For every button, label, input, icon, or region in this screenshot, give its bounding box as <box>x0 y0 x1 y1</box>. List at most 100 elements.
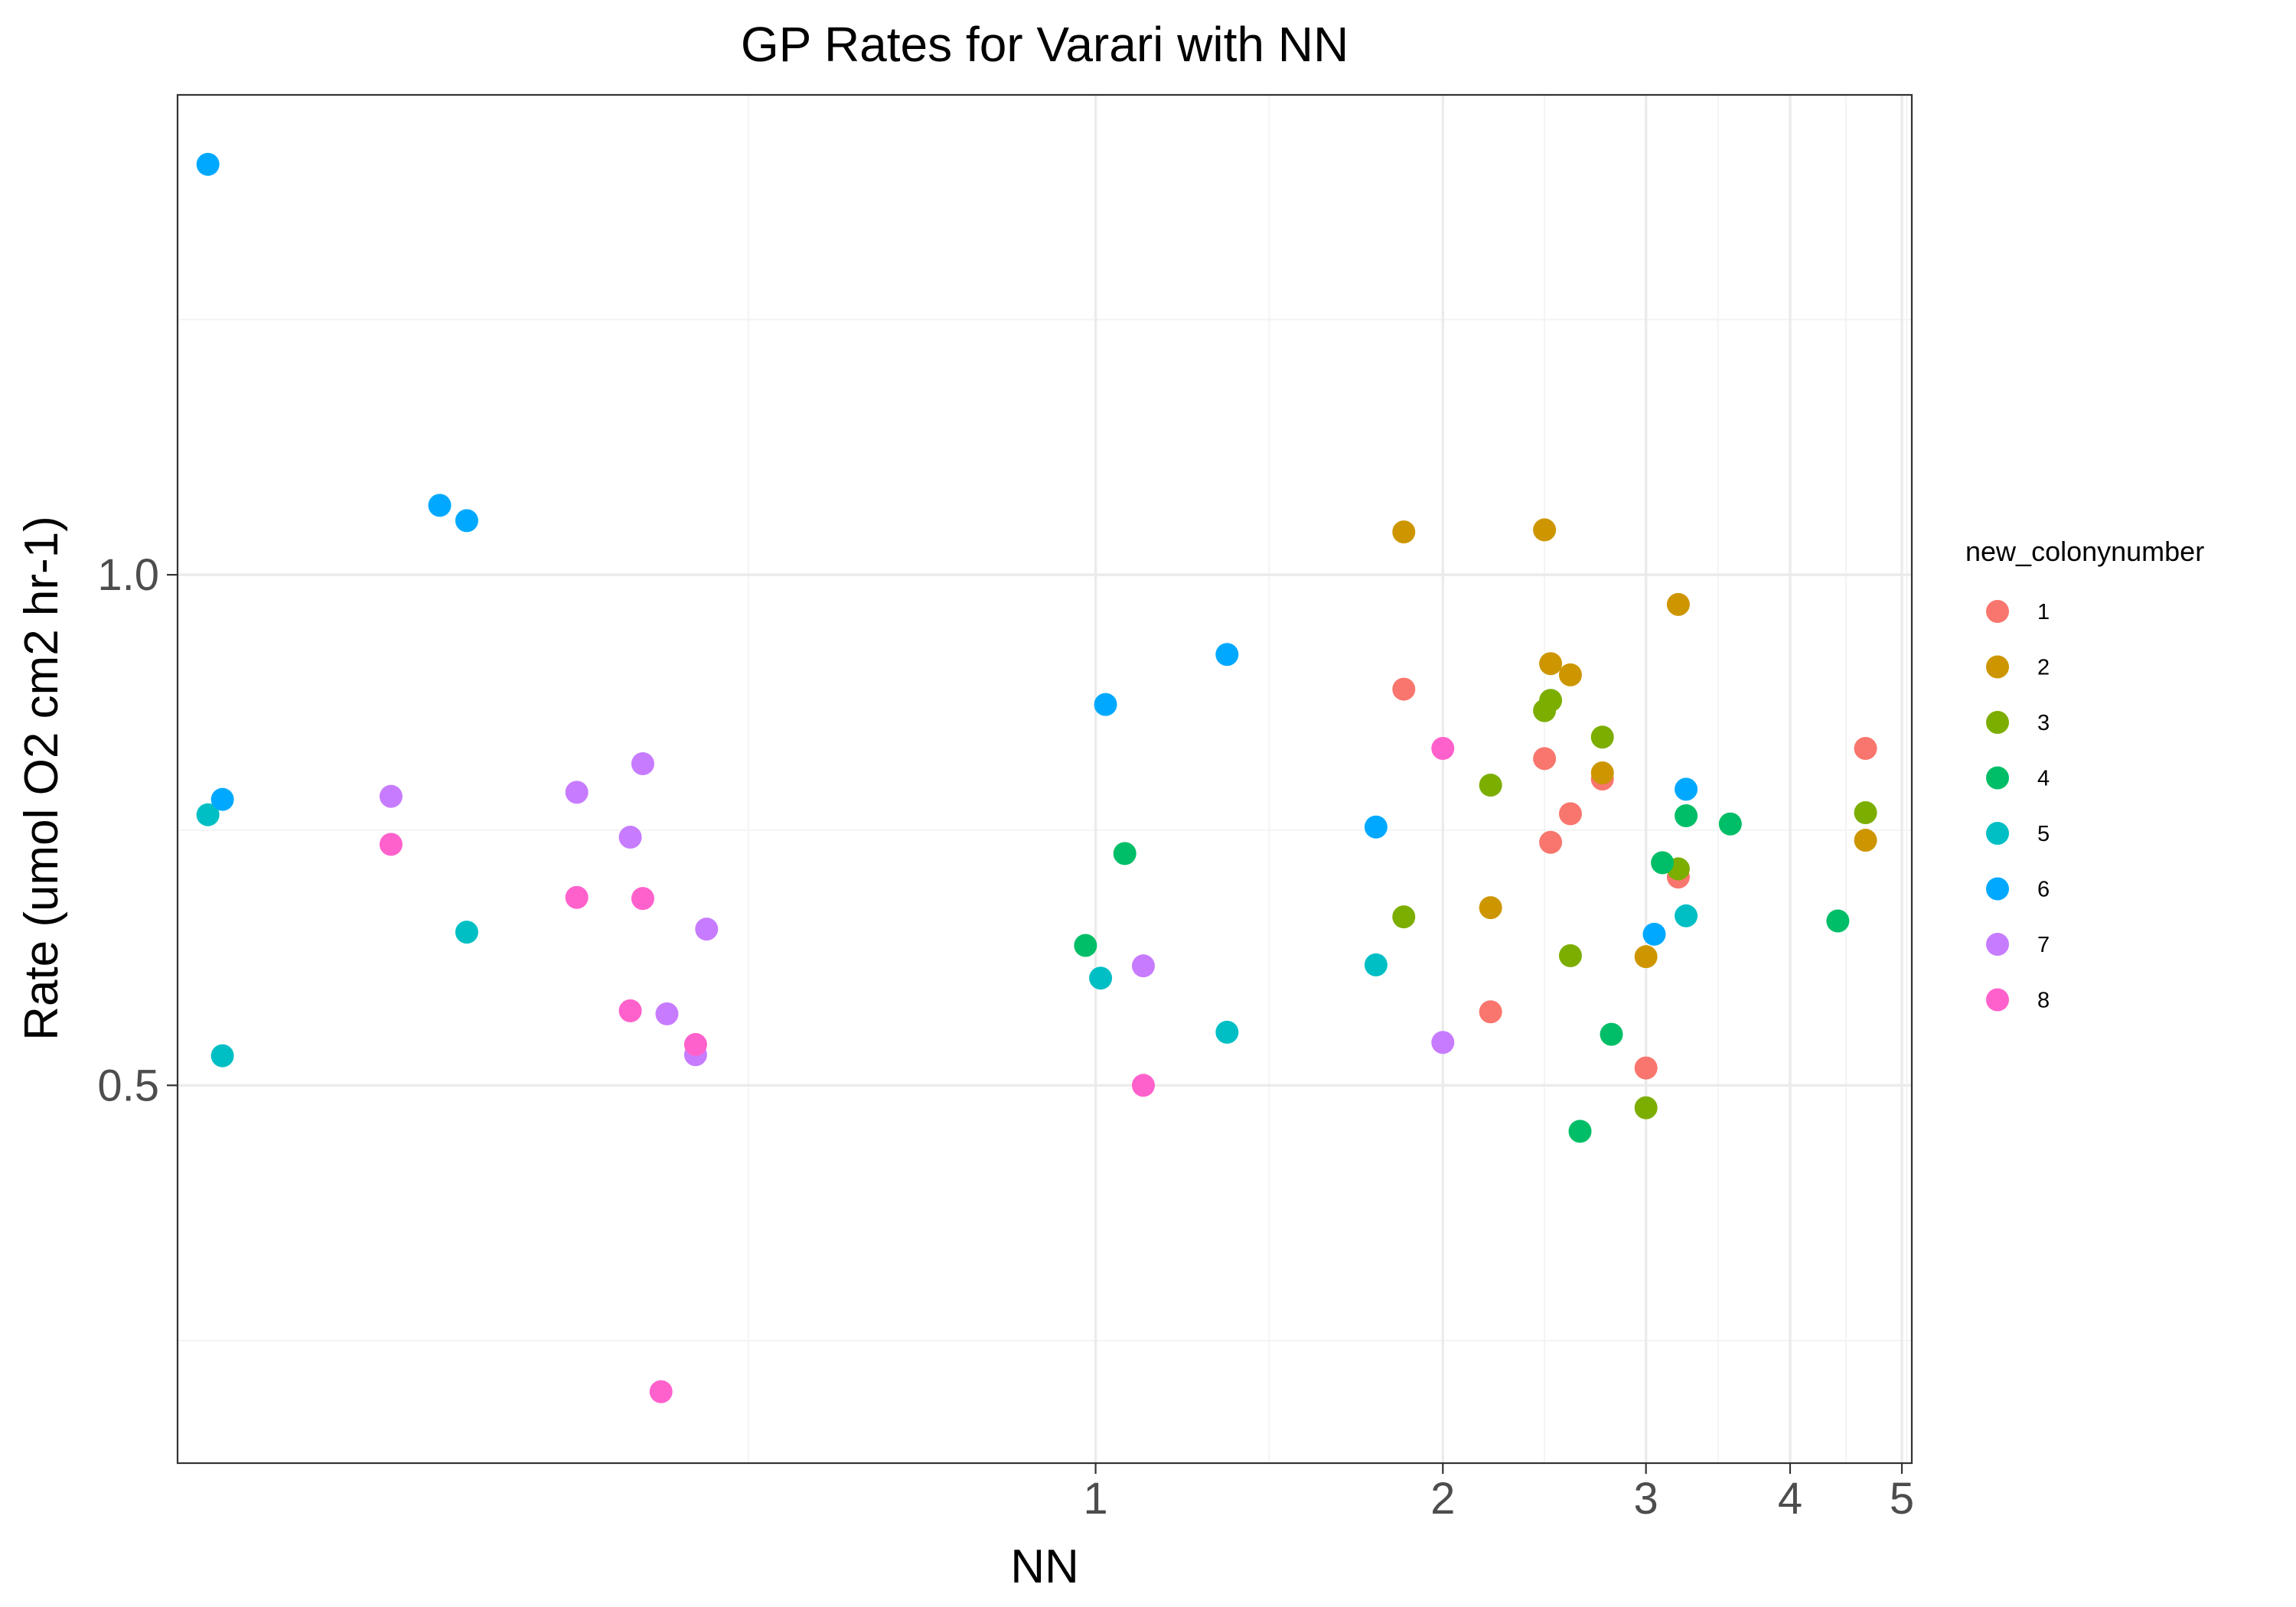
data-point <box>618 826 642 849</box>
grid-lines <box>178 95 1912 1463</box>
series-4 <box>1074 804 1850 1143</box>
series-8 <box>379 736 1455 1403</box>
legend-label: 8 <box>2037 989 2050 1013</box>
x-tick-label: 5 <box>1890 1474 1914 1524</box>
series-7 <box>379 751 1455 1067</box>
data-point <box>565 781 589 804</box>
data-point <box>1590 761 1614 784</box>
data-point <box>1074 934 1097 957</box>
legend-label: 7 <box>2037 933 2050 957</box>
data-point <box>618 999 642 1022</box>
data-point <box>1539 830 1563 854</box>
axis-tick-labels: 1 2 3 4 5 0.5 1.0 <box>97 550 1914 1524</box>
data-point <box>1215 643 1239 667</box>
legend-key <box>1986 877 2009 901</box>
data-point <box>1479 896 1502 920</box>
data-point <box>683 1032 707 1056</box>
data-point <box>455 509 478 533</box>
legend-key <box>1986 988 2009 1012</box>
data-point <box>1675 777 1698 801</box>
legend: new_colonynumber 1 2 3 4 5 6 7 8 <box>1965 536 2204 1013</box>
legend-entry: 5 <box>1986 822 2050 846</box>
series-5 <box>196 803 1698 1068</box>
legend-label: 4 <box>2037 767 2050 791</box>
data-point <box>1479 774 1502 797</box>
legend-title: new_colonynumber <box>1965 536 2204 567</box>
data-point <box>196 152 220 176</box>
data-point <box>1558 663 1582 686</box>
data-point <box>1590 725 1614 749</box>
data-point <box>1558 944 1582 967</box>
y-axis-title: Rate (umol O2 cm2 hr-1) <box>15 516 68 1041</box>
legend-key <box>1986 655 2009 679</box>
data-point <box>1364 815 1388 839</box>
data-point <box>649 1380 673 1403</box>
data-point <box>455 921 478 944</box>
data-point <box>1651 851 1675 875</box>
data-point <box>1675 804 1698 828</box>
data-point <box>1642 922 1666 946</box>
data-point <box>1431 736 1455 760</box>
data-point <box>1558 802 1582 826</box>
data-point <box>1634 1096 1658 1120</box>
data-point <box>1634 1056 1658 1080</box>
data-point <box>210 787 234 811</box>
data-point <box>1364 953 1388 976</box>
data-point <box>1826 909 1850 933</box>
legend-key <box>1986 766 2009 790</box>
data-point <box>1854 801 1877 825</box>
data-point <box>631 887 654 911</box>
axis-ticks <box>167 574 1903 1474</box>
data-point <box>1479 1000 1502 1024</box>
legend-key <box>1986 711 2009 734</box>
data-point <box>1854 829 1877 852</box>
legend-label: 3 <box>2037 711 2050 735</box>
data-point <box>1215 1020 1239 1044</box>
data-point <box>428 494 452 517</box>
data-point <box>1392 677 1416 701</box>
plot-panel <box>178 95 1912 1463</box>
data-point <box>1568 1120 1592 1143</box>
data-points <box>196 152 1877 1403</box>
data-point <box>1089 966 1113 990</box>
data-point <box>1533 747 1557 771</box>
data-point <box>1113 842 1137 865</box>
data-point <box>631 751 654 775</box>
data-point <box>1392 520 1416 544</box>
series-2 <box>1392 518 1877 969</box>
data-point <box>1675 904 1698 927</box>
x-tick-label: 2 <box>1430 1474 1455 1524</box>
x-tick-label: 3 <box>1634 1474 1658 1524</box>
legend-entry: 7 <box>1986 933 2050 957</box>
data-point <box>1539 689 1563 712</box>
data-point <box>565 885 589 909</box>
panel-border <box>176 93 1913 1465</box>
legend-entry: 6 <box>1986 877 2050 902</box>
x-axis-title: NN <box>1010 1540 1079 1593</box>
data-point <box>379 833 403 856</box>
data-point <box>1854 736 1877 760</box>
series-6 <box>196 152 1698 946</box>
legend-key <box>1986 933 2009 956</box>
data-point <box>1634 945 1658 969</box>
data-point <box>196 803 220 826</box>
data-point <box>1533 518 1557 542</box>
data-point <box>655 1002 679 1025</box>
legend-entry: 2 <box>1986 655 2050 680</box>
data-point <box>1094 693 1117 716</box>
data-point <box>1131 954 1155 978</box>
data-point <box>1666 592 1690 616</box>
legend-entry: 3 <box>1986 711 2050 735</box>
legend-entry: 1 <box>1986 600 2050 624</box>
legend-key <box>1986 822 2009 845</box>
data-point <box>1718 812 1742 836</box>
data-point <box>1600 1022 1623 1046</box>
legend-entry: 8 <box>1986 988 2050 1013</box>
data-point <box>1392 905 1416 929</box>
y-tick-label: 1.0 <box>97 550 159 600</box>
data-point <box>210 1044 234 1068</box>
y-tick-label: 0.5 <box>97 1061 159 1110</box>
legend-label: 2 <box>2037 656 2050 680</box>
data-point <box>1431 1031 1455 1054</box>
